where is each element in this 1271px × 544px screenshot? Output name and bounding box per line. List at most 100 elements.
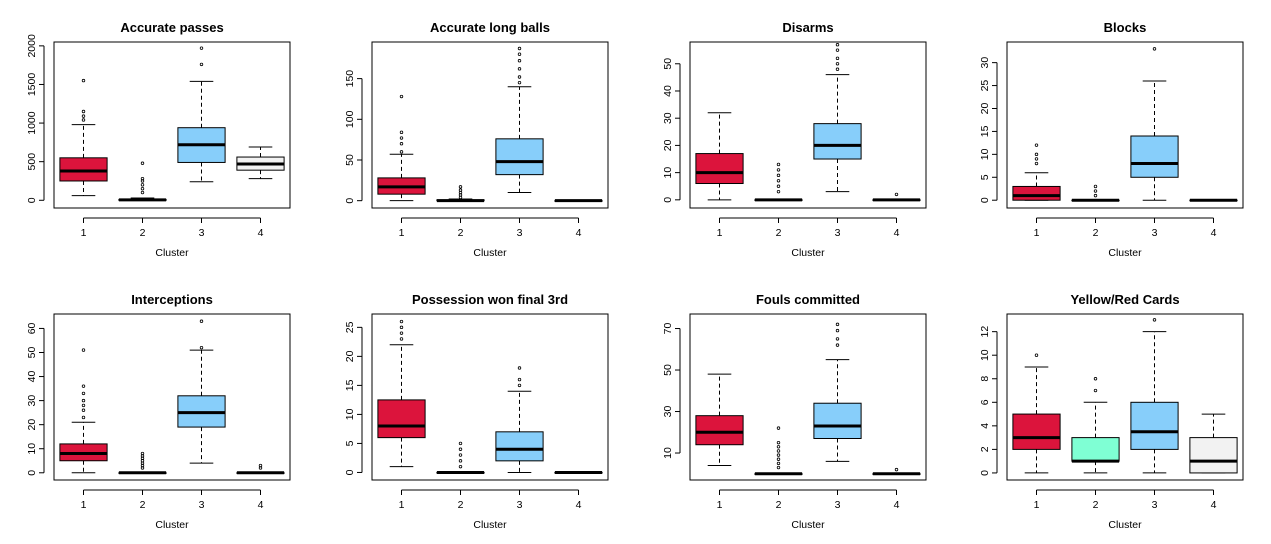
- y-tick-label: 100: [344, 110, 356, 128]
- plot-frame: [689, 41, 927, 209]
- y-tick-label: 150: [344, 70, 356, 88]
- x-tick-label: 3: [835, 227, 841, 239]
- boxplot-panel: Accurate long balls 0 50 100 150 1 2 3 4 Cluster: [344, 20, 609, 259]
- outlier-point: [140, 190, 145, 195]
- box-cluster-1: [377, 319, 426, 468]
- x-tick-label: 1: [399, 227, 405, 239]
- outlier-point: [140, 186, 145, 191]
- y-tick-label: 10: [26, 443, 38, 455]
- y-tick-label: 0: [26, 470, 38, 476]
- x-tick-label: 3: [1152, 227, 1158, 239]
- y-tick-label: 25: [979, 80, 991, 92]
- y-tick-label: 5: [344, 440, 356, 446]
- y-tick-label: 1500: [26, 73, 38, 97]
- y-tick-label: 15: [979, 125, 991, 137]
- outlier-point: [458, 464, 463, 469]
- outlier-point: [399, 150, 404, 154]
- iqr-box: [59, 157, 108, 182]
- outlier-point: [1034, 157, 1039, 161]
- chart-title: Possession won final 3rd: [412, 292, 568, 307]
- outlier-point: [399, 319, 404, 324]
- outlier-point: [199, 46, 204, 50]
- box-cluster-1: [695, 112, 744, 201]
- x-tick-label: 4: [258, 227, 264, 239]
- plot-frame: [689, 313, 927, 481]
- outlier-point: [81, 118, 86, 122]
- outlier-point: [458, 459, 463, 463]
- box-cluster-2: [754, 162, 803, 202]
- box-cluster-1: [59, 348, 108, 474]
- box-cluster-2: [1071, 377, 1120, 474]
- outlier-point: [458, 188, 463, 192]
- box-cluster-4: [554, 470, 603, 474]
- x-axis-label: Cluster: [155, 247, 189, 259]
- chart-title: Blocks: [1104, 20, 1147, 35]
- outlier-point: [458, 441, 463, 446]
- x-axis-label: Cluster: [473, 519, 507, 531]
- x-axis-label: Cluster: [791, 519, 825, 531]
- outlier-point: [776, 440, 781, 445]
- x-tick-label: 2: [776, 227, 782, 239]
- plot-frame: [53, 41, 291, 209]
- y-tick-label: 30: [662, 406, 674, 418]
- outlier-point: [258, 463, 263, 468]
- y-tick-label: 50: [344, 154, 356, 166]
- outlier-point: [458, 447, 463, 451]
- x-tick-label: 4: [1211, 499, 1217, 511]
- y-tick-label: 50: [662, 58, 674, 70]
- box-cluster-3: [495, 366, 544, 473]
- y-tick-label: 12: [979, 326, 991, 338]
- y-tick-label: 0: [344, 469, 356, 475]
- box-cluster-1: [59, 78, 108, 197]
- box-cluster-4: [236, 463, 285, 475]
- outlier-point: [894, 467, 899, 472]
- y-tick-label: 70: [662, 323, 674, 335]
- iqr-box: [1130, 135, 1179, 178]
- outlier-point: [140, 451, 145, 456]
- outlier-point: [399, 94, 404, 99]
- box-cluster-3: [177, 319, 226, 464]
- outlier-point: [776, 449, 781, 453]
- y-tick-label: 20: [979, 102, 991, 114]
- y-tick-label: 20: [344, 350, 356, 362]
- y-tick-label: 2000: [26, 34, 38, 58]
- y-tick-label: 0: [979, 197, 991, 203]
- box-cluster-2: [118, 161, 167, 202]
- iqr-box: [695, 415, 744, 446]
- x-tick-label: 3: [517, 227, 523, 239]
- outlier-point: [776, 445, 781, 449]
- y-tick-label: 30: [26, 395, 38, 407]
- y-tick-label: 60: [26, 322, 38, 334]
- outlier-point: [835, 56, 840, 61]
- y-tick-label: 10: [979, 349, 991, 361]
- outlier-point: [776, 179, 781, 183]
- y-tick-label: 2: [979, 446, 991, 452]
- x-tick-label: 2: [1093, 227, 1099, 239]
- box-cluster-4: [872, 192, 921, 202]
- outlier-point: [399, 331, 404, 335]
- outlier-point: [458, 453, 463, 457]
- iqr-box: [1012, 185, 1061, 201]
- outlier-point: [517, 366, 522, 370]
- box-cluster-3: [813, 322, 862, 462]
- y-tick-label: 50: [662, 364, 674, 376]
- y-tick-label: 50: [26, 346, 38, 358]
- y-tick-label: 10: [344, 408, 356, 420]
- outlier-point: [1093, 189, 1098, 193]
- x-axis-label: Cluster: [1108, 519, 1142, 531]
- x-tick-label: 4: [576, 499, 582, 511]
- box-cluster-1: [1012, 353, 1061, 474]
- x-tick-label: 2: [458, 227, 464, 239]
- outlier-point: [517, 59, 522, 63]
- outlier-point: [517, 75, 522, 79]
- y-tick-label: 10: [662, 167, 674, 179]
- outlier-point: [399, 136, 404, 140]
- x-tick-label: 3: [199, 227, 205, 239]
- outlier-point: [776, 184, 781, 188]
- x-tick-label: 2: [140, 227, 146, 239]
- outlier-point: [776, 168, 781, 172]
- plot-frame: [371, 313, 609, 481]
- x-tick-label: 1: [1034, 227, 1040, 239]
- plot-frame: [371, 41, 609, 209]
- outlier-point: [140, 161, 145, 165]
